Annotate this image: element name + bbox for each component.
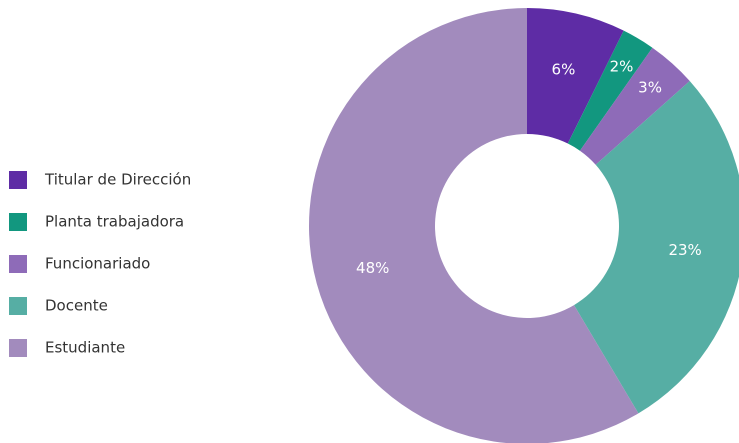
legend-swatch [9,339,27,357]
donut-slice [309,8,639,443]
legend-text: Docente [45,297,108,315]
slice-label: 2% [610,57,634,75]
legend-swatch [9,213,27,231]
donut-slice [527,8,624,144]
legend-text: Estudiante [45,339,125,357]
legend-swatch [9,171,27,189]
slice-label: 6% [552,61,576,79]
legend-text: Planta trabajadora [45,213,184,231]
donut-slice [574,80,739,414]
legend-swatch [9,255,27,273]
legend-text: Funcionariado [45,255,150,273]
donut-slice [567,30,653,151]
donut-slice [579,47,690,165]
legend-swatch [9,297,27,315]
slice-label: 48% [356,259,389,277]
slice-label: 23% [668,241,701,259]
slice-label: 3% [638,78,662,96]
legend-text: Titular de Dirección [44,171,191,189]
